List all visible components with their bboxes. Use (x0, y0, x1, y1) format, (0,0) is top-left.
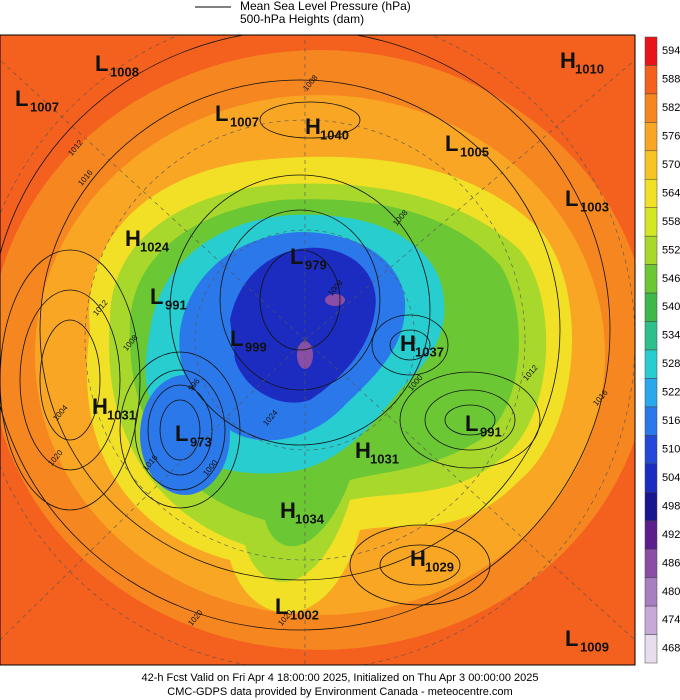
center-value: 1007 (230, 114, 259, 129)
center-value: 991 (480, 424, 502, 439)
map-frame (0, 34, 636, 666)
center-letter: L (95, 51, 108, 76)
colorbar-label: 468 (662, 643, 680, 655)
center-value: 1009 (580, 639, 609, 654)
center-value: 1003 (580, 199, 609, 214)
center-letter: L (565, 186, 578, 211)
colorbar-label: 552 (662, 244, 680, 256)
colorbar-label: 576 (662, 130, 680, 142)
map (0, 34, 636, 666)
colorbar-label: 588 (662, 74, 680, 86)
center-letter: L (445, 131, 458, 156)
colorbar-cell (644, 264, 658, 294)
center-value: 1034 (295, 511, 325, 526)
legend-subtitle: 500-hPa Heights (dam) (240, 12, 364, 26)
colorbar-label: 492 (662, 529, 680, 541)
center-value: 999 (245, 339, 267, 354)
colorbar-cell (644, 492, 658, 521)
colorbar-label: 516 (662, 415, 680, 427)
center-value: 1008 (110, 64, 139, 79)
center-letter: L (565, 626, 578, 651)
colorbar-label: 474 (662, 614, 680, 626)
colorbar-label: 498 (662, 500, 680, 512)
center-letter: L (15, 86, 28, 111)
colorbar-cell (644, 435, 658, 465)
colorbar-cell (644, 577, 658, 607)
colorbar-cell (644, 292, 658, 322)
colorbar-label: 510 (662, 443, 680, 455)
colorbar-label: 594 (662, 45, 680, 57)
colorbar-cell (644, 179, 658, 208)
colorbar-cell (644, 634, 658, 664)
center-value: 991 (165, 297, 187, 312)
colorbar-cell (644, 122, 658, 152)
center-letter: H (305, 114, 321, 139)
center-letter: L (215, 101, 228, 126)
isobars (0, 35, 611, 631)
colorbar-cell (644, 605, 658, 635)
colorbar-cell (644, 406, 658, 436)
colorbar-label: 504 (662, 472, 680, 484)
footer-line: CMC-GDPS data provided by Environment Ca… (167, 686, 512, 698)
footer-line: 42-h Fcst Valid on Fri Apr 4 18:00:00 20… (141, 672, 538, 684)
center-letter: H (410, 546, 426, 571)
center-value: 973 (190, 434, 212, 449)
colorbar-cell (644, 65, 658, 95)
center-letter: L (275, 594, 288, 619)
center-letter: H (125, 226, 141, 251)
colorbar-label: 582 (662, 102, 680, 114)
center-value: 1024 (140, 239, 170, 254)
height-486b (325, 294, 345, 306)
colorbar-label: 558 (662, 216, 680, 228)
colorbar-cell (644, 321, 658, 351)
colorbar-label: 540 (662, 301, 680, 313)
colorbar-label: 546 (662, 273, 680, 285)
center-letter: H (400, 331, 416, 356)
colorbar-cell (644, 93, 658, 123)
center-letter: L (150, 284, 163, 309)
center-letter: L (230, 326, 243, 351)
colorbar-label: 534 (662, 330, 680, 342)
colorbar-cell (644, 235, 658, 265)
center-value: 1031 (107, 407, 136, 422)
height-504 (230, 247, 376, 403)
colorbar-cell (644, 548, 658, 578)
height-486 (297, 341, 313, 369)
colorbar-cell (644, 36, 658, 66)
colorbar-cell (644, 349, 658, 379)
colorbar-cell (644, 520, 658, 550)
center-letter: H (560, 48, 576, 73)
center-letter: H (92, 394, 108, 419)
colorbar-label: 528 (662, 358, 680, 370)
center-letter: L (290, 244, 303, 269)
colorbar-cell (644, 463, 658, 493)
center-letter: L (465, 411, 478, 436)
center-value: 1002 (290, 607, 319, 622)
center-value: 1029 (425, 559, 454, 574)
legend-title: Mean Sea Level Pressure (hPa) (240, 0, 411, 13)
colorbar-label: 570 (662, 159, 680, 171)
center-value: 1010 (575, 61, 604, 76)
center-value: 1031 (370, 451, 399, 466)
graticule (0, 35, 635, 665)
center-letter: H (280, 498, 296, 523)
colorbar-label: 480 (662, 586, 680, 598)
center-letter: L (175, 421, 188, 446)
center-value: 1007 (30, 99, 59, 114)
colorbar-label: 564 (662, 187, 680, 199)
center-value: 979 (305, 257, 327, 272)
center-letter: H (355, 438, 371, 463)
colorbar-label: 522 (662, 387, 680, 399)
colorbar-cell (644, 207, 658, 237)
colorbar-cell (644, 378, 658, 408)
center-value: 1040 (320, 127, 349, 142)
colorbar-label: 486 (662, 557, 680, 569)
colorbar-cell (644, 150, 658, 180)
center-value: 1005 (460, 144, 489, 159)
center-value: 1037 (415, 344, 444, 359)
